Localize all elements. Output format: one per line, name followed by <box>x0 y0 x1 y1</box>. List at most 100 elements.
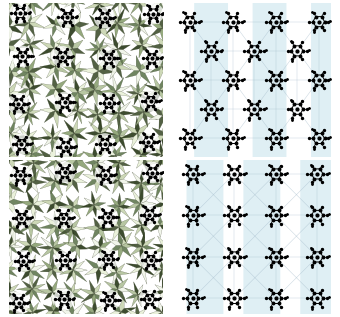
Polygon shape <box>21 270 31 280</box>
Polygon shape <box>143 107 159 113</box>
Circle shape <box>98 249 119 270</box>
Polygon shape <box>131 45 142 51</box>
Polygon shape <box>18 126 28 138</box>
Polygon shape <box>133 204 140 217</box>
Polygon shape <box>88 134 100 145</box>
Polygon shape <box>138 0 142 3</box>
Polygon shape <box>40 181 55 189</box>
Polygon shape <box>58 49 72 60</box>
Polygon shape <box>29 223 33 240</box>
Polygon shape <box>53 243 69 248</box>
Polygon shape <box>138 290 152 295</box>
Polygon shape <box>0 245 10 249</box>
Polygon shape <box>51 181 55 194</box>
Polygon shape <box>29 72 42 79</box>
Polygon shape <box>140 202 156 205</box>
Polygon shape <box>39 149 51 160</box>
Polygon shape <box>32 152 45 156</box>
Polygon shape <box>90 56 99 71</box>
Polygon shape <box>10 231 14 246</box>
Polygon shape <box>32 313 36 317</box>
Polygon shape <box>160 90 174 95</box>
Polygon shape <box>9 91 27 96</box>
Polygon shape <box>104 49 118 54</box>
Polygon shape <box>40 83 55 90</box>
Polygon shape <box>151 105 163 116</box>
Circle shape <box>139 288 160 310</box>
Polygon shape <box>92 228 99 240</box>
Polygon shape <box>137 123 150 133</box>
Polygon shape <box>73 270 87 282</box>
Polygon shape <box>111 198 119 206</box>
Polygon shape <box>115 276 119 289</box>
Polygon shape <box>90 42 99 49</box>
Polygon shape <box>29 299 33 313</box>
Polygon shape <box>54 161 57 172</box>
Polygon shape <box>33 201 50 206</box>
Polygon shape <box>99 38 105 49</box>
Polygon shape <box>135 225 141 236</box>
Polygon shape <box>66 246 76 256</box>
Polygon shape <box>144 85 160 90</box>
Polygon shape <box>10 158 15 171</box>
Polygon shape <box>73 231 78 246</box>
Polygon shape <box>22 281 32 289</box>
Polygon shape <box>130 85 138 94</box>
Polygon shape <box>55 194 63 203</box>
Polygon shape <box>160 225 170 230</box>
Polygon shape <box>83 174 98 180</box>
Polygon shape <box>119 171 130 180</box>
Polygon shape <box>159 78 164 90</box>
Polygon shape <box>8 246 12 261</box>
Polygon shape <box>0 285 9 292</box>
Polygon shape <box>54 51 59 67</box>
Polygon shape <box>55 61 68 67</box>
Polygon shape <box>44 111 55 123</box>
Polygon shape <box>98 134 102 150</box>
Polygon shape <box>21 72 29 89</box>
Polygon shape <box>159 171 163 184</box>
Polygon shape <box>151 23 162 29</box>
Polygon shape <box>72 227 86 231</box>
Polygon shape <box>29 84 43 89</box>
Polygon shape <box>6 269 17 277</box>
Polygon shape <box>107 204 119 208</box>
Polygon shape <box>73 159 79 174</box>
Polygon shape <box>18 223 31 234</box>
Polygon shape <box>11 133 26 136</box>
Polygon shape <box>116 156 120 170</box>
Polygon shape <box>55 181 63 196</box>
Polygon shape <box>146 154 162 158</box>
Polygon shape <box>94 0 100 4</box>
Polygon shape <box>105 179 119 184</box>
Polygon shape <box>98 162 112 169</box>
Polygon shape <box>136 158 144 168</box>
Polygon shape <box>104 42 118 49</box>
Polygon shape <box>152 146 162 155</box>
Polygon shape <box>95 313 100 317</box>
Polygon shape <box>139 204 143 222</box>
Polygon shape <box>25 76 30 89</box>
Polygon shape <box>144 152 155 158</box>
Polygon shape <box>80 289 95 294</box>
Polygon shape <box>75 22 89 27</box>
Polygon shape <box>45 157 56 161</box>
Polygon shape <box>85 48 99 51</box>
Circle shape <box>95 164 116 185</box>
Polygon shape <box>56 226 71 237</box>
Polygon shape <box>95 150 107 158</box>
Polygon shape <box>53 136 66 140</box>
Polygon shape <box>33 313 45 317</box>
Polygon shape <box>92 294 96 306</box>
Polygon shape <box>95 291 110 295</box>
Polygon shape <box>159 255 163 269</box>
Polygon shape <box>9 284 19 292</box>
Polygon shape <box>4 139 9 155</box>
Polygon shape <box>18 44 30 48</box>
Polygon shape <box>161 184 172 191</box>
Polygon shape <box>70 57 75 71</box>
Polygon shape <box>28 113 33 125</box>
Polygon shape <box>122 243 136 248</box>
Polygon shape <box>74 0 85 4</box>
Polygon shape <box>75 68 88 72</box>
